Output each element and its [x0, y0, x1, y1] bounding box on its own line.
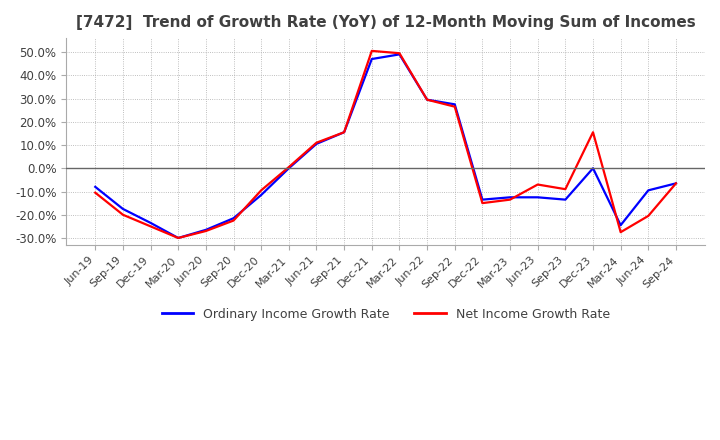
Ordinary Income Growth Rate: [146, 220, 155, 226]
Ordinary Income Growth Rate: [257, 192, 266, 198]
Net Income Growth Rate: [395, 51, 404, 56]
Ordinary Income Growth Rate: [340, 130, 348, 135]
Net Income Growth Rate: [119, 212, 127, 217]
Net Income Growth Rate: [202, 228, 210, 234]
Net Income Growth Rate: [174, 235, 183, 241]
Ordinary Income Growth Rate: [534, 194, 542, 200]
Ordinary Income Growth Rate: [312, 141, 321, 147]
Ordinary Income Growth Rate: [119, 206, 127, 212]
Net Income Growth Rate: [312, 140, 321, 145]
Ordinary Income Growth Rate: [451, 102, 459, 107]
Ordinary Income Growth Rate: [561, 197, 570, 202]
Title: [7472]  Trend of Growth Rate (YoY) of 12-Month Moving Sum of Incomes: [7472] Trend of Growth Rate (YoY) of 12-…: [76, 15, 696, 30]
Net Income Growth Rate: [284, 165, 293, 170]
Net Income Growth Rate: [451, 104, 459, 109]
Ordinary Income Growth Rate: [672, 181, 680, 186]
Net Income Growth Rate: [672, 181, 680, 186]
Ordinary Income Growth Rate: [284, 165, 293, 171]
Net Income Growth Rate: [423, 97, 431, 103]
Net Income Growth Rate: [644, 213, 652, 219]
Ordinary Income Growth Rate: [367, 56, 376, 62]
Net Income Growth Rate: [616, 230, 625, 235]
Net Income Growth Rate: [505, 197, 514, 202]
Line: Net Income Growth Rate: Net Income Growth Rate: [95, 51, 676, 238]
Ordinary Income Growth Rate: [478, 197, 487, 202]
Ordinary Income Growth Rate: [202, 227, 210, 232]
Ordinary Income Growth Rate: [616, 223, 625, 228]
Net Income Growth Rate: [340, 130, 348, 135]
Net Income Growth Rate: [561, 187, 570, 192]
Ordinary Income Growth Rate: [174, 235, 183, 241]
Ordinary Income Growth Rate: [423, 97, 431, 103]
Net Income Growth Rate: [478, 201, 487, 206]
Ordinary Income Growth Rate: [395, 52, 404, 57]
Net Income Growth Rate: [534, 182, 542, 187]
Net Income Growth Rate: [589, 130, 598, 135]
Ordinary Income Growth Rate: [229, 216, 238, 221]
Net Income Growth Rate: [91, 190, 99, 195]
Net Income Growth Rate: [229, 218, 238, 223]
Net Income Growth Rate: [146, 224, 155, 229]
Net Income Growth Rate: [367, 48, 376, 54]
Ordinary Income Growth Rate: [91, 184, 99, 190]
Ordinary Income Growth Rate: [644, 188, 652, 193]
Ordinary Income Growth Rate: [505, 194, 514, 200]
Net Income Growth Rate: [257, 188, 266, 193]
Ordinary Income Growth Rate: [589, 165, 598, 171]
Legend: Ordinary Income Growth Rate, Net Income Growth Rate: Ordinary Income Growth Rate, Net Income …: [156, 303, 615, 326]
Line: Ordinary Income Growth Rate: Ordinary Income Growth Rate: [95, 55, 676, 238]
